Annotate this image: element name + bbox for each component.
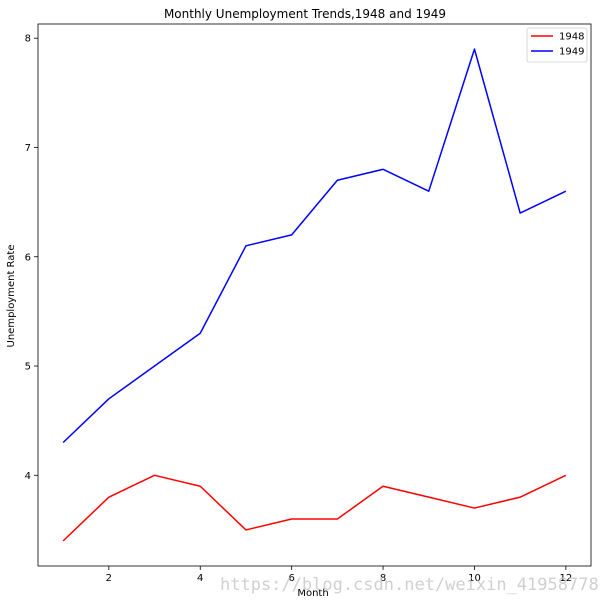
plot-area — [37, 23, 592, 567]
x-tick-label: 12 — [559, 573, 572, 584]
y-axis: 4 5 6 7 8 — [25, 34, 38, 482]
series-line-1949 — [62, 48, 567, 444]
legend-label: 1948 — [559, 32, 584, 43]
y-tick-label: 6 — [25, 252, 31, 263]
chart-title: Monthly Unemployment Trends,1948 and 194… — [164, 7, 446, 21]
x-tick-label: 10 — [468, 573, 481, 584]
x-axis: 2 4 6 8 10 12 — [106, 566, 572, 584]
legend: 1948 1949 — [526, 27, 588, 63]
x-axis-label: Month — [297, 588, 328, 599]
legend-label: 1949 — [559, 47, 584, 58]
watermark-text: https://blog.csdn.net/weixin_41958778 — [220, 575, 599, 595]
y-axis-label: Unemployment Rate — [6, 245, 17, 348]
x-tick-label: 2 — [106, 573, 112, 584]
y-tick-label: 4 — [25, 471, 31, 482]
y-tick-label: 5 — [25, 362, 31, 373]
x-tick-label: 8 — [380, 573, 386, 584]
series-layer — [62, 48, 567, 542]
x-tick-label: 4 — [197, 573, 203, 584]
y-tick-label: 7 — [25, 143, 31, 154]
x-tick-label: 6 — [288, 573, 294, 584]
y-tick-label: 8 — [25, 34, 31, 45]
plot-frame — [37, 23, 592, 567]
series-line-1948 — [62, 474, 567, 542]
